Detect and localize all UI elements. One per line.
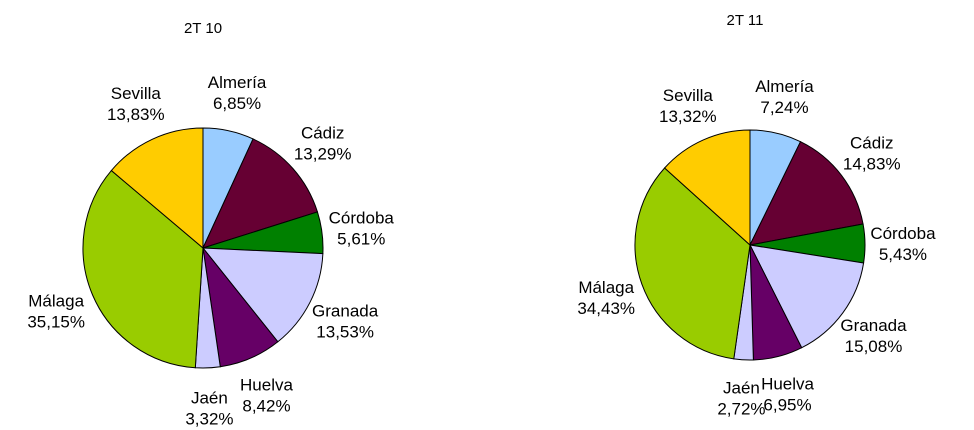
category-label: Cádiz — [850, 133, 893, 152]
category-label: Sevilla — [111, 84, 162, 103]
pie-slice — [749, 244, 865, 349]
chart-title: 2T 11 — [727, 12, 764, 29]
value-label: 35,15% — [27, 313, 85, 332]
value-label: 34,43% — [577, 299, 635, 318]
category-label: Granada — [312, 302, 379, 321]
slice-label: Jaén 3,32% — [185, 388, 233, 428]
pie-slice — [110, 127, 204, 250]
pie-slice — [634, 167, 751, 360]
slice-label: Cádiz 14,83% — [843, 133, 901, 173]
category-label: Málaga — [578, 278, 634, 297]
value-label: 15,08% — [845, 337, 903, 356]
slice-label: Sevilla 13,83% — [107, 84, 165, 124]
category-label: Almería — [755, 77, 814, 96]
category-label: Sevilla — [663, 86, 714, 105]
category-label: Huelva — [761, 374, 814, 393]
pie-slice — [663, 129, 751, 247]
slice-label: Almería 7,24% — [755, 77, 814, 117]
value-label: 13,53% — [316, 323, 374, 342]
value-label: 2,72% — [717, 400, 765, 419]
category-label: Granada — [840, 316, 907, 335]
value-label: 13,29% — [294, 144, 352, 163]
value-label: 6,85% — [213, 94, 261, 113]
category-label: Córdoba — [329, 208, 395, 227]
value-label: 6,95% — [763, 395, 811, 414]
slice-label: Málaga 35,15% — [27, 292, 85, 332]
category-label: Jaén — [723, 379, 760, 398]
slice-label: Huelva 8,42% — [240, 375, 293, 415]
pie-slice — [82, 169, 204, 369]
value-label: 13,32% — [659, 107, 717, 126]
value-label: 8,42% — [242, 396, 290, 415]
value-label: 14,83% — [843, 154, 901, 173]
slice-label: Almería 6,85% — [208, 73, 267, 113]
category-label: Jaén — [191, 388, 228, 407]
slice-label: Granada 15,08% — [840, 316, 907, 356]
category-label: Huelva — [240, 375, 293, 394]
value-label: 3,32% — [185, 409, 233, 428]
category-label: Córdoba — [870, 224, 936, 243]
category-label: Málaga — [28, 292, 84, 311]
slice-label: Cádiz 13,29% — [294, 123, 352, 163]
slice-label: Córdoba 5,61% — [329, 208, 395, 248]
slice-label: Córdoba 5,43% — [870, 224, 936, 264]
slice-label: Huelva 6,95% — [761, 374, 814, 414]
slice-label: Sevilla 13,32% — [659, 86, 717, 126]
chart-title: 2T 10 — [184, 20, 222, 37]
category-label: Almería — [208, 73, 267, 92]
pie-slice — [201, 247, 324, 343]
slice-label: Málaga 34,43% — [577, 278, 635, 318]
pie-slice — [749, 141, 864, 246]
value-label: 5,43% — [879, 245, 927, 264]
value-label: 13,83% — [107, 105, 165, 124]
slice-label: Jaén 2,72% — [717, 379, 765, 419]
value-label: 7,24% — [760, 98, 808, 117]
category-label: Cádiz — [301, 123, 344, 142]
slice-label: Granada 13,53% — [312, 302, 379, 342]
value-label: 5,61% — [337, 229, 385, 248]
